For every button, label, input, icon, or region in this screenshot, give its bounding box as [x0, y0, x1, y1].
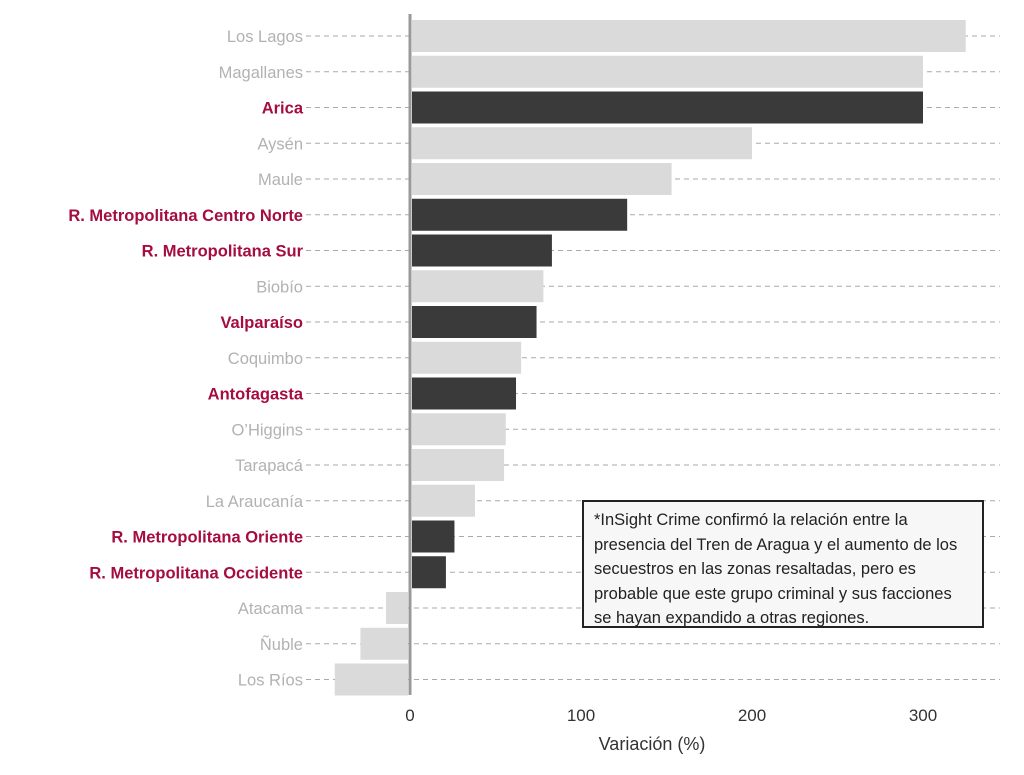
x-axis: 0 100 200 300 — [405, 14, 937, 725]
bar — [386, 592, 408, 624]
bar — [334, 663, 408, 696]
bar — [412, 270, 544, 303]
bar — [412, 520, 455, 553]
x-tick-label: 200 — [738, 706, 766, 725]
x-tick-label: 100 — [567, 706, 595, 725]
bar — [412, 20, 966, 52]
bar — [412, 127, 752, 160]
category-label: La Araucanía — [206, 493, 304, 511]
category-label: R. Metropolitana Centro Norte — [68, 207, 303, 225]
category-label: Los Lagos — [227, 28, 303, 46]
bar — [412, 484, 475, 517]
category-label: Coquimbo — [228, 350, 303, 368]
bar — [412, 55, 923, 88]
category-labels: Los Lagos Magallanes Arica Aysén Maule R. Met… — [68, 28, 304, 690]
category-label: Tarapacá — [235, 457, 304, 475]
bar — [412, 556, 446, 589]
bar — [412, 306, 537, 338]
bar — [360, 627, 408, 660]
category-label: Antofagasta — [208, 386, 304, 404]
bar — [412, 341, 522, 374]
bars — [334, 20, 966, 696]
bar — [412, 234, 552, 267]
bar — [412, 198, 628, 231]
category-label: Los Ríos — [238, 672, 303, 690]
category-label: Magallanes — [219, 64, 303, 82]
x-axis-title: Variación (%) — [599, 734, 706, 754]
category-label: Biobío — [256, 278, 303, 296]
bar — [412, 91, 923, 124]
category-label: R. Metropolitana Occidente — [89, 564, 303, 582]
category-label: Maule — [258, 171, 303, 189]
category-label: Arica — [262, 100, 304, 118]
category-label: R. Metropolitana Oriente — [111, 529, 303, 547]
category-label: Atacama — [238, 600, 304, 618]
x-tick-label: 0 — [405, 706, 414, 725]
x-tick-label: 300 — [909, 706, 937, 725]
bar — [412, 377, 517, 410]
bar — [412, 449, 505, 481]
category-label: Valparaíso — [220, 314, 303, 332]
bar — [412, 413, 506, 446]
annotation-note: *InSight Crime confirmó la relación entr… — [582, 500, 984, 628]
category-label: O’Higgins — [231, 421, 303, 439]
category-label: R. Metropolitana Sur — [142, 243, 304, 261]
bar — [412, 163, 672, 195]
category-label: Aysén — [257, 135, 303, 153]
category-label: Ñuble — [260, 634, 303, 654]
